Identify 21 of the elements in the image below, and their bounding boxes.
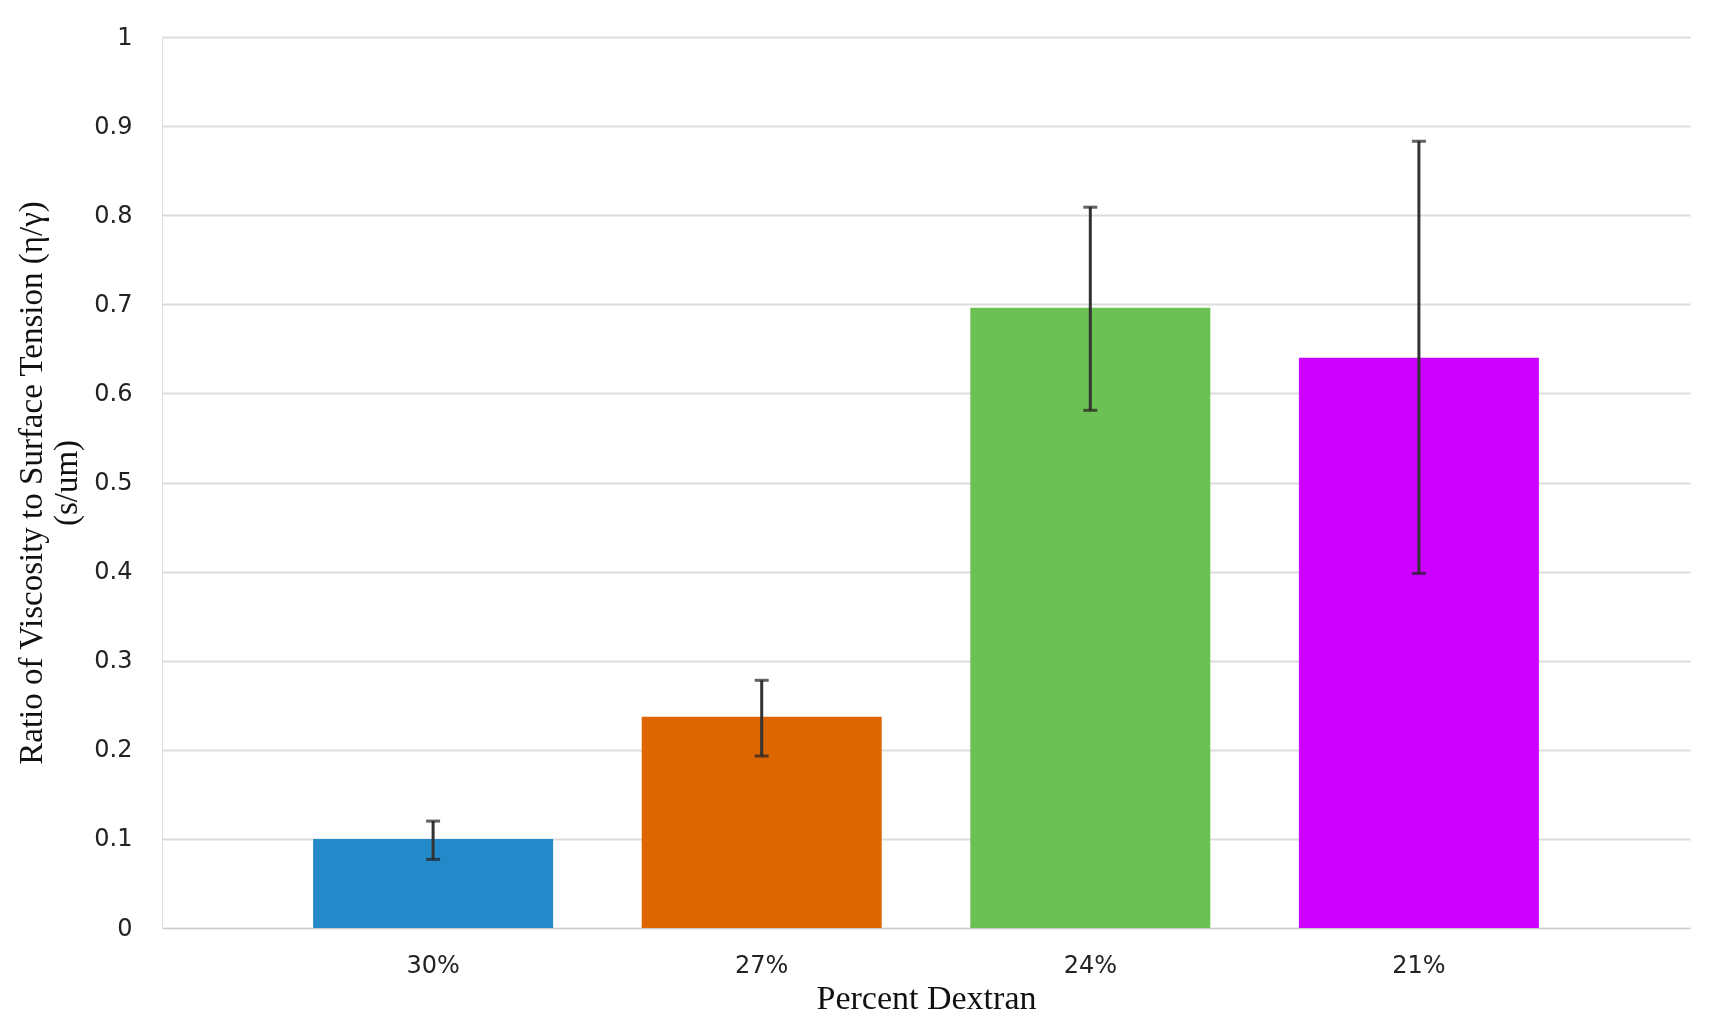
y-tick-label: 1 xyxy=(117,22,133,51)
y-tick-label: 0.4 xyxy=(94,557,133,586)
x-tick-label: 27% xyxy=(735,950,789,979)
x-tick-label: 21% xyxy=(1392,950,1446,979)
y-tick-label: 0.9 xyxy=(94,111,133,140)
bar xyxy=(641,716,882,928)
y-tick-label: 0 xyxy=(117,913,133,942)
bar xyxy=(970,307,1211,928)
bar xyxy=(313,838,554,928)
x-axis-title: Percent Dextran xyxy=(816,978,1037,1016)
y-tick-label: 0.7 xyxy=(94,289,133,318)
bar xyxy=(1298,357,1539,928)
y-tick-label: 0.8 xyxy=(94,200,133,229)
x-tick-label: 24% xyxy=(1063,950,1117,979)
y-tick-label: 0.5 xyxy=(94,468,133,496)
x-tick-label: 30% xyxy=(406,950,460,979)
y-tick-label: 0.1 xyxy=(94,824,133,853)
y-tick-label: 0.3 xyxy=(94,646,133,675)
y-tick-label: 0.2 xyxy=(94,735,133,764)
y-tick-label: 0.6 xyxy=(94,378,133,407)
y-axis-title: Ratio of Viscosity to Surface Tension (η/γ) (s/um) xyxy=(13,201,86,765)
